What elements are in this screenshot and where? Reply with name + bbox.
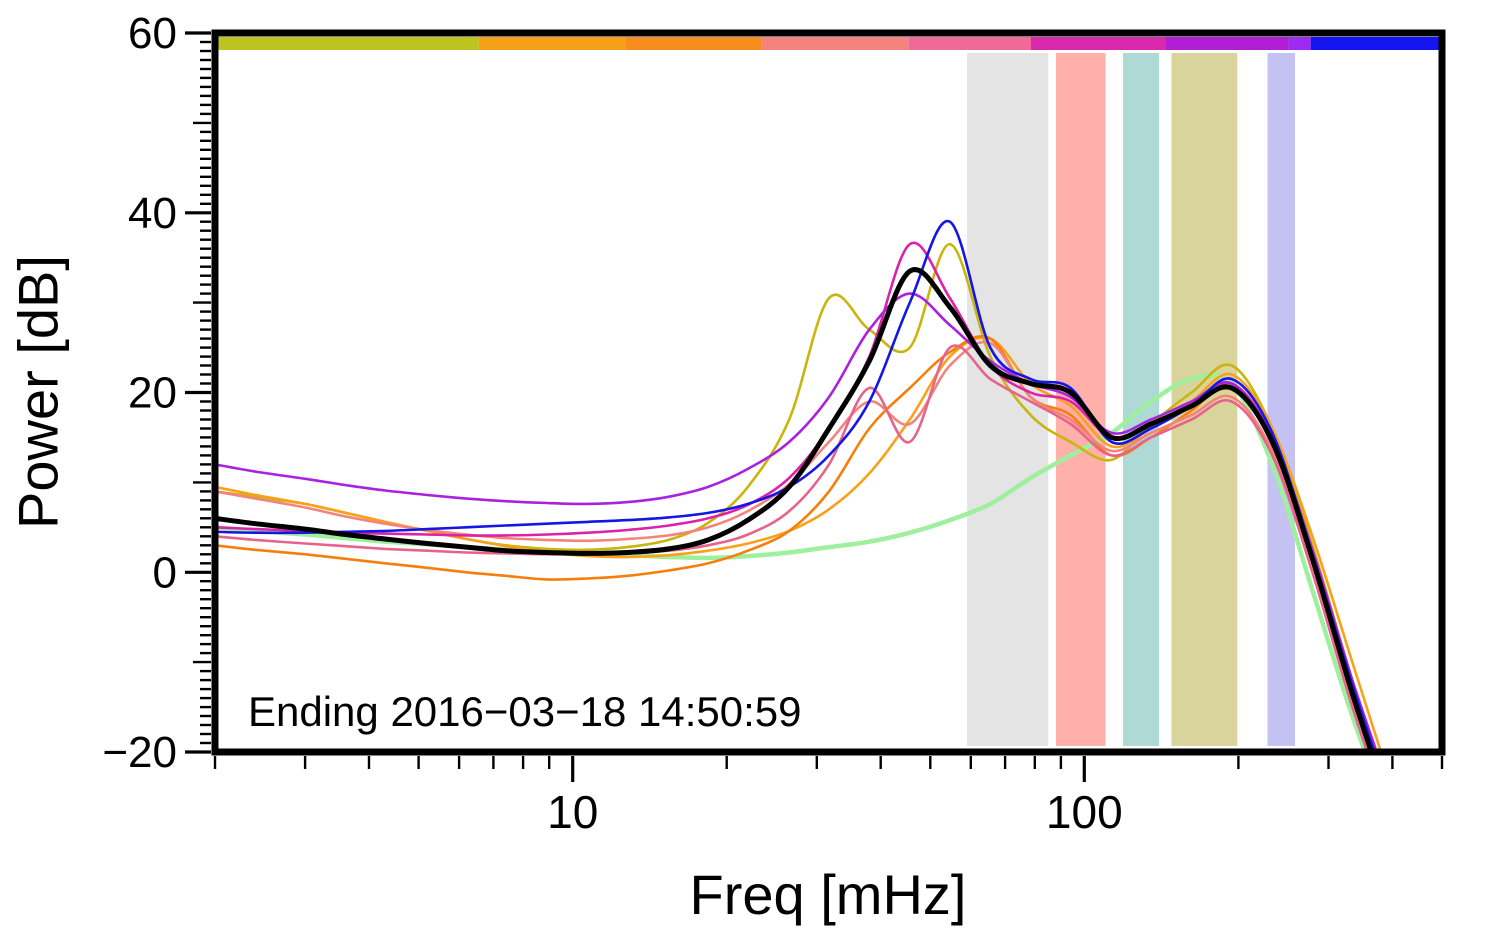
x-tick-label: 100: [1046, 786, 1123, 838]
colorbar-segment: [626, 37, 761, 50]
y-axis-title: Power [dB]: [6, 255, 70, 529]
y-tick-label: −20: [102, 728, 177, 777]
colorbar-segment: [908, 37, 1031, 50]
colorbar-segment: [215, 37, 479, 50]
x-axis-title: Freq [mHz]: [689, 863, 967, 926]
colorbar-segment: [1310, 37, 1442, 50]
y-tick-label: 0: [153, 548, 177, 597]
spectrum-rose: [215, 344, 1369, 752]
y-tick-label: 20: [128, 369, 177, 418]
colorbar-segment: [1288, 37, 1311, 50]
band-gray: [967, 53, 1049, 746]
colorbar-segment: [1165, 37, 1289, 50]
colorbar-segment: [1031, 37, 1166, 50]
y-tick-label: 60: [128, 9, 177, 58]
colorbar-segment: [478, 37, 626, 50]
colorbar-segment: [761, 37, 909, 50]
spectrum-mean-black: [215, 267, 1374, 752]
ending-timestamp: Ending 2016−03−18 14:50:59: [248, 688, 802, 735]
x-tick-label: 10: [547, 786, 598, 838]
spectrum-purple: [215, 292, 1379, 752]
y-tick-label: 40: [128, 189, 177, 238]
series-group: [215, 219, 1383, 752]
spectrum-blue: [215, 219, 1376, 752]
band-periwinkle: [1267, 53, 1295, 746]
plot-frame: [211, 29, 1446, 756]
